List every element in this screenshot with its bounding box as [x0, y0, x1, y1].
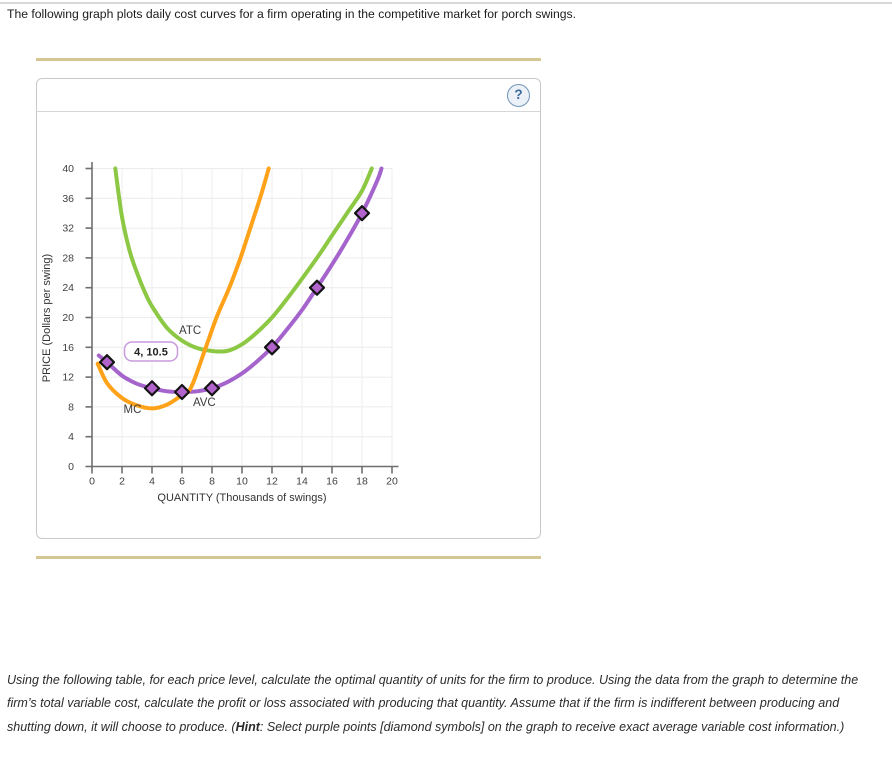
instructions-text: Using the following table, for each pric…: [7, 669, 886, 739]
svg-text:8: 8: [209, 476, 215, 488]
svg-text:12: 12: [266, 476, 278, 488]
curve-label-mc: MC: [124, 404, 142, 416]
svg-text:16: 16: [326, 476, 338, 488]
svg-text:12: 12: [62, 372, 74, 384]
cost-curves-chart: 0 4 8 12 16 20 24 28 32 36 40 0 2 4 6 8 10 12 14 16 18 20 QUAN…: [37, 112, 540, 537]
avc-point-4[interactable]: [143, 380, 161, 397]
svg-text:6: 6: [179, 476, 185, 488]
help-icon[interactable]: ?: [507, 84, 530, 107]
svg-text:18: 18: [356, 476, 368, 488]
instructions-after-hint: : Select purple points [diamond symbols]…: [259, 719, 845, 734]
svg-text:20: 20: [62, 312, 74, 324]
intro-text: The following graph plots daily cost cur…: [7, 7, 577, 21]
svg-text:14: 14: [296, 476, 308, 488]
svg-text:36: 36: [62, 193, 74, 205]
hint-word: Hint: [235, 719, 260, 734]
svg-text:40: 40: [62, 163, 74, 175]
svg-text:24: 24: [62, 282, 74, 294]
point-tooltip: 4, 10.5: [123, 341, 179, 362]
avc-point-18[interactable]: [353, 205, 371, 222]
x-axis-title: QUANTITY (Thousands of swings): [157, 492, 326, 504]
curve-label-avc: AVC: [193, 397, 216, 409]
avc-diamond-points: [98, 205, 371, 401]
svg-text:4: 4: [149, 476, 155, 488]
avc-point-6[interactable]: [173, 383, 191, 401]
svg-text:32: 32: [62, 223, 74, 235]
svg-text:4: 4: [68, 431, 74, 443]
svg-text:16: 16: [62, 342, 74, 354]
svg-text:10: 10: [236, 476, 248, 488]
svg-text:28: 28: [62, 252, 74, 264]
curve-atc: [113, 166, 374, 354]
svg-text:0: 0: [68, 461, 74, 473]
svg-text:20: 20: [386, 476, 398, 488]
avc-point-8[interactable]: [203, 380, 221, 397]
avc-point-1[interactable]: [98, 354, 116, 371]
point-tooltip-text: 4, 10.5: [134, 346, 168, 358]
question-panel: ? 0 4 8 12 16 20 24 28 32 36 40 0 2 4 6 8 10 12 14 16 18 20 QU…: [36, 78, 541, 539]
y-axis-title: PRICE (Dollars per swing): [41, 254, 53, 382]
section-divider-bottom: [36, 556, 541, 559]
page-top-divider: [0, 2, 892, 4]
curve-mc: [95, 166, 271, 411]
svg-text:0: 0: [89, 476, 95, 488]
curve-label-atc: ATC: [179, 325, 201, 337]
svg-text:8: 8: [68, 401, 74, 413]
avc-point-12[interactable]: [263, 339, 281, 356]
curve-avc: [96, 166, 384, 395]
avc-point-15[interactable]: [308, 279, 326, 296]
svg-text:2: 2: [119, 476, 125, 488]
section-divider-top: [36, 58, 541, 61]
panel-header: ?: [37, 79, 540, 112]
axes: [85, 162, 399, 474]
instructions-before-hint: Using the following table, for each pric…: [7, 673, 859, 734]
